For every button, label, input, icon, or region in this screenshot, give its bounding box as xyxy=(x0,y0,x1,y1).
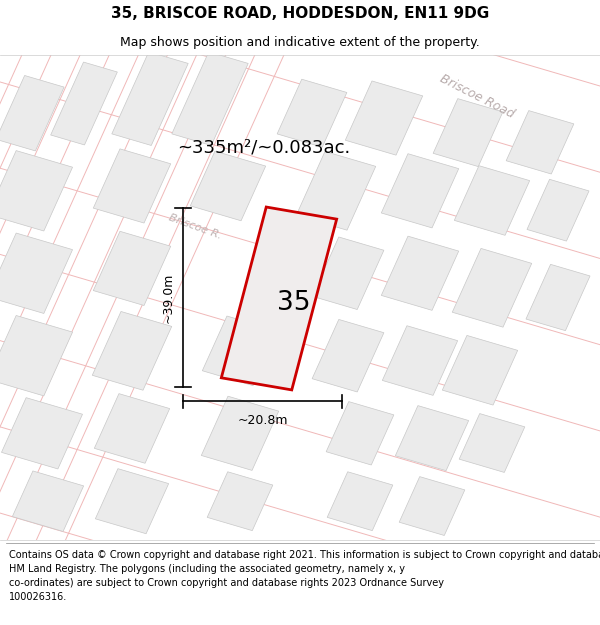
Polygon shape xyxy=(207,472,273,531)
Polygon shape xyxy=(345,81,423,155)
Polygon shape xyxy=(93,149,171,223)
Polygon shape xyxy=(221,207,337,390)
Text: ~335m²/~0.083ac.: ~335m²/~0.083ac. xyxy=(178,138,350,156)
Polygon shape xyxy=(92,311,172,390)
Polygon shape xyxy=(0,76,64,151)
Polygon shape xyxy=(312,237,384,309)
Polygon shape xyxy=(454,166,530,235)
Polygon shape xyxy=(95,469,169,534)
Polygon shape xyxy=(526,264,590,331)
Polygon shape xyxy=(442,336,518,405)
Polygon shape xyxy=(296,151,376,230)
Text: ~39.0m: ~39.0m xyxy=(161,272,175,322)
Polygon shape xyxy=(50,62,118,145)
Polygon shape xyxy=(527,179,589,241)
Polygon shape xyxy=(190,151,266,221)
Polygon shape xyxy=(433,99,503,167)
Text: Briscoe R.: Briscoe R. xyxy=(167,213,223,241)
Polygon shape xyxy=(1,398,83,469)
Polygon shape xyxy=(381,236,459,311)
Polygon shape xyxy=(0,233,73,314)
Text: Briscoe Road: Briscoe Road xyxy=(437,72,517,121)
Polygon shape xyxy=(399,477,465,536)
Polygon shape xyxy=(172,52,248,146)
Polygon shape xyxy=(112,52,188,146)
Polygon shape xyxy=(0,316,73,396)
Polygon shape xyxy=(277,79,347,147)
Polygon shape xyxy=(381,154,459,228)
Polygon shape xyxy=(506,111,574,174)
Text: Contains OS data © Crown copyright and database right 2021. This information is : Contains OS data © Crown copyright and d… xyxy=(9,550,600,602)
Polygon shape xyxy=(0,151,73,231)
Polygon shape xyxy=(382,326,458,396)
Polygon shape xyxy=(395,406,469,471)
Polygon shape xyxy=(327,472,393,531)
Text: ~20.8m: ~20.8m xyxy=(237,414,288,428)
Polygon shape xyxy=(93,231,171,306)
Polygon shape xyxy=(452,248,532,327)
Text: Map shows position and indicative extent of the property.: Map shows position and indicative extent… xyxy=(120,36,480,49)
Text: 35, BRISCOE ROAD, HODDESDON, EN11 9DG: 35, BRISCOE ROAD, HODDESDON, EN11 9DG xyxy=(111,6,489,21)
Polygon shape xyxy=(94,394,170,463)
Polygon shape xyxy=(459,414,525,472)
Polygon shape xyxy=(13,471,83,531)
Polygon shape xyxy=(202,316,278,386)
Polygon shape xyxy=(201,396,279,471)
Polygon shape xyxy=(326,402,394,465)
Polygon shape xyxy=(312,319,384,392)
Text: 35: 35 xyxy=(277,291,311,316)
